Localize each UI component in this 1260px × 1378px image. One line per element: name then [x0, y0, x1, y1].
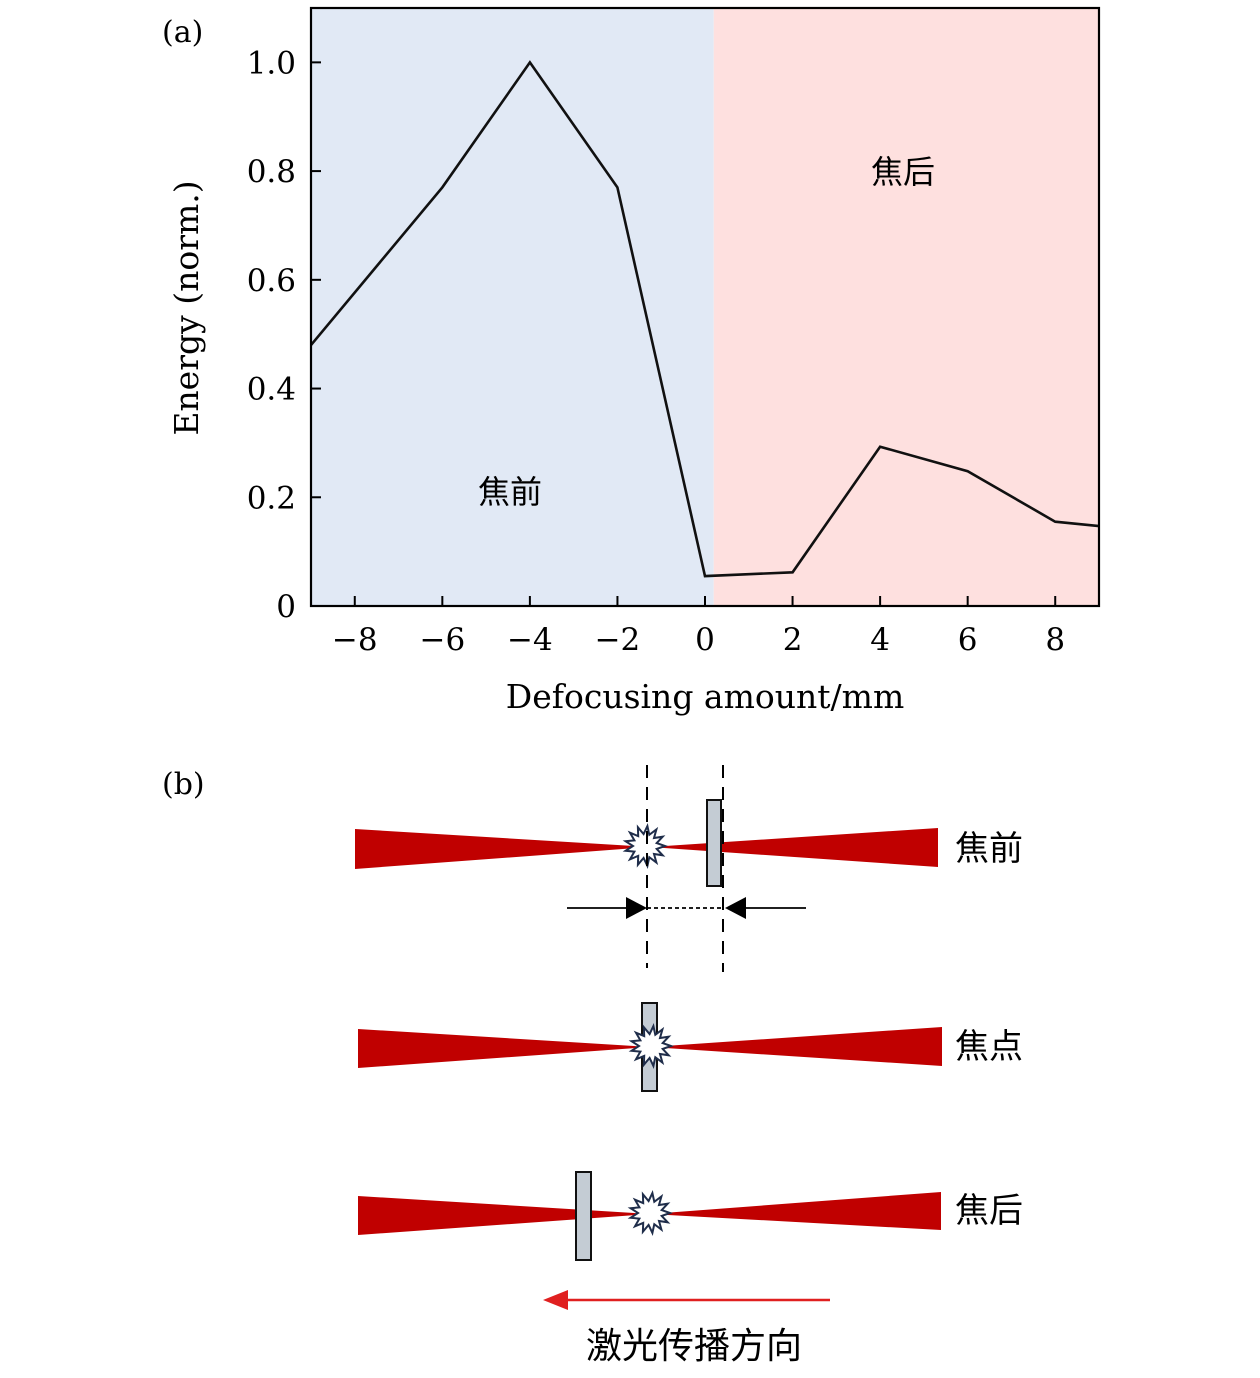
- beam-row-after-focus: 焦后: [358, 1171, 1023, 1261]
- row-label-at-focus: 焦点: [955, 1027, 1023, 1067]
- x-tick-label: −2: [595, 622, 641, 658]
- region-after-focus: [713, 8, 1099, 606]
- beam-right: [650, 1027, 942, 1066]
- y-tick-label: 0.8: [247, 154, 296, 190]
- x-tick-label: 2: [783, 622, 803, 658]
- focus-burst-icon: [622, 823, 669, 869]
- dimension-right-arrow-icon: [725, 897, 746, 919]
- beam-row-at-focus: 焦点: [358, 1002, 1023, 1092]
- x-tick-label: 4: [870, 622, 890, 658]
- x-tick-label: 0: [695, 622, 715, 658]
- focus-burst-icon: [627, 1190, 674, 1236]
- x-tick-label: −8: [332, 622, 378, 658]
- beam-left: [355, 829, 650, 869]
- panel-b: (b) 焦前 焦点: [162, 765, 1023, 1367]
- direction-label: 激光传播方向: [586, 1326, 802, 1367]
- y-axis-label: Energy (norm.): [167, 180, 206, 435]
- y-tick-label: 0.2: [247, 480, 296, 516]
- x-tick-label: −4: [507, 622, 553, 658]
- region-before-focus-label: 焦前: [478, 473, 542, 511]
- target-plate: [706, 799, 722, 887]
- y-tick-label: 0.6: [247, 263, 296, 299]
- propagation-direction: 激光传播方向: [543, 1290, 830, 1367]
- direction-arrow-icon: [543, 1290, 568, 1310]
- region-before-focus: [311, 8, 714, 606]
- x-axis: −8 −6 −4 −2 0 2 4 6 8: [332, 596, 1065, 658]
- y-axis: 0 0.2 0.4 0.6 0.8 1.0: [247, 45, 321, 625]
- dimension-left-arrow-icon: [626, 897, 647, 919]
- row-label-before-focus: 焦前: [955, 829, 1023, 869]
- row-label-after-focus: 焦后: [955, 1191, 1023, 1231]
- x-tick-label: −6: [419, 622, 465, 658]
- x-axis-label: Defocusing amount/mm: [506, 677, 904, 716]
- x-tick-label: 6: [958, 622, 978, 658]
- series-layer: [310, 60, 1100, 578]
- beam-row-before-focus: 焦前: [355, 765, 1023, 972]
- panel-a-label: (a): [162, 15, 203, 50]
- beam-right: [650, 1192, 941, 1230]
- panel-b-label: (b): [162, 767, 205, 802]
- region-after-focus-label: 焦后: [871, 153, 935, 191]
- y-tick-label: 1.0: [247, 45, 296, 81]
- x-tick-label: 8: [1045, 622, 1065, 658]
- beam-right: [650, 828, 938, 867]
- series-line-0: [310, 60, 1100, 578]
- panel-a: (a) 焦前 焦后 −8 −6 −4 −2 0 2 4 6 8 0 0.2 0.4 0.6 0.8 1.0…: [162, 6, 1101, 716]
- beam-left: [358, 1029, 650, 1068]
- target-plate: [575, 1171, 592, 1261]
- focus-burst-icon: [628, 1023, 675, 1069]
- y-tick-label: 0: [276, 589, 296, 625]
- y-tick-label: 0.4: [247, 372, 296, 408]
- beam-left: [358, 1196, 650, 1235]
